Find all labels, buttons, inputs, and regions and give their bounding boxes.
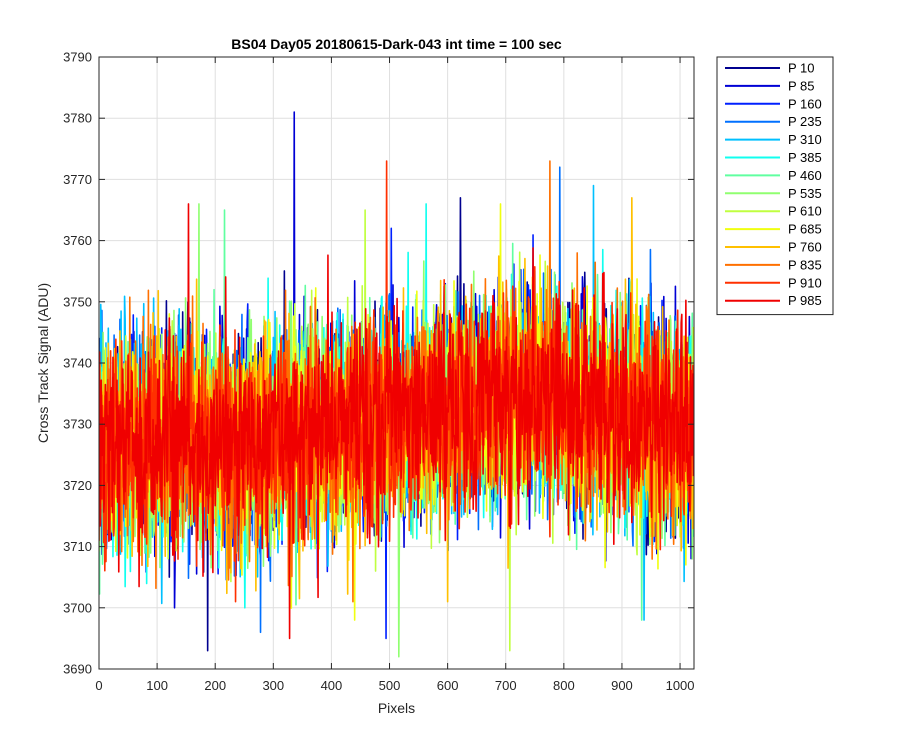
x-tick-label: 400 bbox=[321, 678, 343, 693]
series-line-p-985 bbox=[99, 203, 694, 640]
y-tick-label: 3730 bbox=[63, 417, 92, 432]
legend-entry-label: P 610 bbox=[788, 204, 822, 219]
x-tick-label: 100 bbox=[146, 678, 168, 693]
y-tick-label: 3760 bbox=[63, 233, 92, 248]
legend-entry-label: P 985 bbox=[788, 293, 822, 308]
y-tick-label: 3790 bbox=[63, 50, 92, 65]
x-tick-label: 900 bbox=[611, 678, 633, 693]
x-tick-label: 800 bbox=[553, 678, 575, 693]
y-tick-label: 3740 bbox=[63, 356, 92, 371]
series-group bbox=[99, 111, 694, 658]
y-tick-label: 3780 bbox=[63, 111, 92, 126]
x-tick-label: 700 bbox=[495, 678, 517, 693]
y-tick-label: 3720 bbox=[63, 478, 92, 493]
legend-entry-label: P 85 bbox=[788, 78, 815, 93]
chart-title: BS04 Day05 20180615-Dark-043 int time = … bbox=[231, 36, 562, 52]
y-axis: 3690 3700 3710 3720 3730 3740 3750 3760 3770 3780… bbox=[63, 50, 694, 677]
legend-entry-label: P 910 bbox=[788, 275, 822, 290]
x-tick-label: 1000 bbox=[666, 678, 695, 693]
y-tick-label: 3770 bbox=[63, 172, 92, 187]
x-tick-label: 300 bbox=[262, 678, 284, 693]
legend-box bbox=[716, 56, 834, 316]
legend-entry-label: P 235 bbox=[788, 114, 822, 129]
y-tick-label: 3750 bbox=[63, 294, 92, 309]
legend: P 10 P 85 P 160 P 235 P 310 P 385 P 460 P 535 P … bbox=[716, 56, 834, 316]
legend-entry-label: P 160 bbox=[788, 96, 822, 111]
x-tick-label: 600 bbox=[437, 678, 459, 693]
legend-entry-label: P 385 bbox=[788, 150, 822, 165]
x-axis-label: Pixels bbox=[378, 700, 415, 716]
legend-entry-label: P 760 bbox=[788, 240, 822, 255]
x-tick-label: 500 bbox=[379, 678, 401, 693]
y-tick-label: 3700 bbox=[63, 600, 92, 615]
y-axis-label: Cross Track Signal (ADU) bbox=[35, 283, 51, 443]
legend-entry-label: P 535 bbox=[788, 186, 822, 201]
x-tick-label: 0 bbox=[95, 678, 102, 693]
legend-entry-label: P 10 bbox=[788, 61, 815, 76]
x-axis: 0 100 200 300 400 500 600 700 800 900 1000 bbox=[95, 57, 695, 693]
legend-entry-label: P 835 bbox=[788, 257, 822, 272]
y-tick-label: 3690 bbox=[63, 662, 92, 677]
legend-entry-label: P 310 bbox=[788, 132, 822, 147]
legend-entry-label: P 685 bbox=[788, 222, 822, 237]
x-tick-label: 200 bbox=[204, 678, 226, 693]
y-tick-label: 3710 bbox=[63, 539, 92, 554]
legend-entry-label: P 460 bbox=[788, 168, 822, 183]
